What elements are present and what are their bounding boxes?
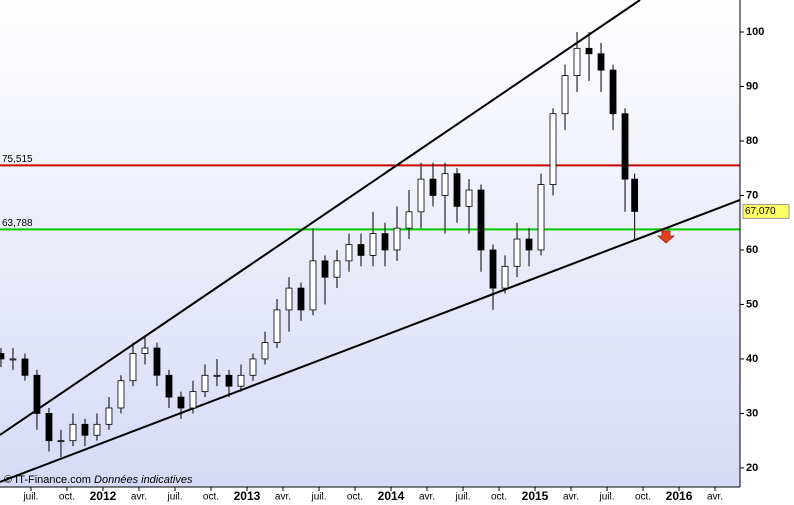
candle-body bbox=[405, 211, 413, 229]
trend-line bbox=[0, 0, 641, 436]
candle-body bbox=[417, 178, 425, 213]
x-tick-label: 2014 bbox=[378, 489, 405, 503]
x-tick-label: avr. bbox=[563, 492, 579, 503]
x-tick-label: juil. bbox=[166, 492, 182, 503]
arrow-icon bbox=[656, 230, 676, 244]
x-tick-label: oct. bbox=[347, 492, 363, 503]
candle-body bbox=[249, 358, 257, 376]
x-tick-label: juil. bbox=[310, 492, 326, 503]
candle-body bbox=[153, 347, 161, 376]
plot bbox=[0, 0, 740, 483]
y-tick-label: 30 bbox=[746, 407, 758, 419]
candle-body bbox=[597, 53, 605, 71]
candle-body bbox=[465, 189, 473, 207]
x-tick-label: avr. bbox=[707, 492, 723, 503]
y-tick-label: 50 bbox=[746, 298, 758, 310]
y-tick-label: 90 bbox=[746, 80, 758, 92]
y-tick-label: 100 bbox=[746, 26, 764, 38]
candle-body bbox=[357, 244, 365, 256]
candle-body bbox=[513, 238, 521, 267]
x-tick-label: 2016 bbox=[666, 489, 693, 503]
y-tick-label: 40 bbox=[746, 353, 758, 365]
candle-body bbox=[21, 358, 29, 376]
candle-body bbox=[477, 189, 485, 251]
candle-body bbox=[81, 423, 89, 436]
candle-body bbox=[621, 113, 629, 180]
candle-body bbox=[201, 374, 209, 393]
candle-body bbox=[429, 178, 437, 196]
candle-body bbox=[177, 396, 185, 409]
y-tick-label: 20 bbox=[746, 462, 758, 474]
candle-body bbox=[57, 440, 65, 443]
x-tick-label: oct. bbox=[59, 492, 75, 503]
candle-body bbox=[273, 309, 281, 343]
candle-body bbox=[105, 407, 113, 425]
candle-body bbox=[321, 260, 329, 278]
x-tick-label: avr. bbox=[419, 492, 435, 503]
candle-body bbox=[573, 47, 581, 76]
y-tick-label: 80 bbox=[746, 135, 758, 147]
candle-body bbox=[189, 391, 197, 409]
x-tick-label: juil. bbox=[455, 492, 471, 503]
y-tick-label: 70 bbox=[746, 189, 758, 201]
y-tick-label: 60 bbox=[746, 244, 758, 256]
candle-body bbox=[561, 75, 569, 115]
candle-body bbox=[33, 374, 41, 414]
candle-body bbox=[297, 287, 305, 311]
level-label: 75,515 bbox=[2, 154, 33, 165]
x-tick-label: oct. bbox=[491, 492, 507, 503]
note-text: Données indicatives bbox=[94, 474, 193, 486]
x-tick-label: oct. bbox=[635, 492, 651, 503]
candle-body bbox=[501, 265, 509, 289]
candle-body bbox=[537, 184, 545, 251]
candle-body bbox=[631, 178, 639, 212]
candle-body bbox=[369, 233, 377, 256]
candle-body bbox=[345, 244, 353, 262]
candle-body bbox=[525, 238, 533, 251]
x-tick-label: juil. bbox=[22, 492, 38, 503]
candle-body bbox=[213, 374, 221, 377]
x-tick-label: 2015 bbox=[522, 489, 549, 503]
candle-body bbox=[129, 353, 137, 382]
x-tick-label: oct. bbox=[203, 492, 219, 503]
candle-body bbox=[69, 423, 77, 442]
candle-body bbox=[261, 342, 269, 360]
candle-body bbox=[225, 374, 233, 387]
candle-body bbox=[45, 413, 53, 442]
candle-body bbox=[609, 69, 617, 115]
candle-body bbox=[93, 423, 101, 436]
candle-body bbox=[9, 358, 17, 361]
candle-body bbox=[285, 287, 293, 311]
candle-body bbox=[0, 353, 5, 360]
candle-body bbox=[585, 47, 593, 55]
x-tick-label: avr. bbox=[131, 492, 147, 503]
candle-body bbox=[141, 347, 149, 354]
candle-body bbox=[309, 260, 317, 311]
source-text: © IT-Finance.com bbox=[4, 474, 91, 486]
candle-body bbox=[393, 227, 401, 251]
candle-body bbox=[489, 249, 497, 289]
last-price-box bbox=[742, 203, 790, 219]
x-tick-label: juil. bbox=[599, 492, 615, 503]
x-tick-label: 2013 bbox=[234, 489, 261, 503]
candle-body bbox=[165, 374, 173, 398]
candle-body bbox=[441, 173, 449, 196]
candle-body bbox=[453, 173, 461, 207]
candle-body bbox=[117, 380, 125, 409]
candle-body bbox=[381, 233, 389, 251]
source: © IT-Finance.com Données indicatives bbox=[4, 474, 193, 486]
candle-body bbox=[237, 374, 245, 387]
last-price-label: 67,070 bbox=[745, 206, 776, 217]
candle-body bbox=[333, 260, 341, 278]
level-label: 63,788 bbox=[2, 218, 33, 229]
trend-line bbox=[0, 199, 740, 483]
candle-body bbox=[549, 113, 557, 185]
x-tick-label: 2012 bbox=[90, 489, 117, 503]
x-tick-label: avr. bbox=[275, 492, 291, 503]
